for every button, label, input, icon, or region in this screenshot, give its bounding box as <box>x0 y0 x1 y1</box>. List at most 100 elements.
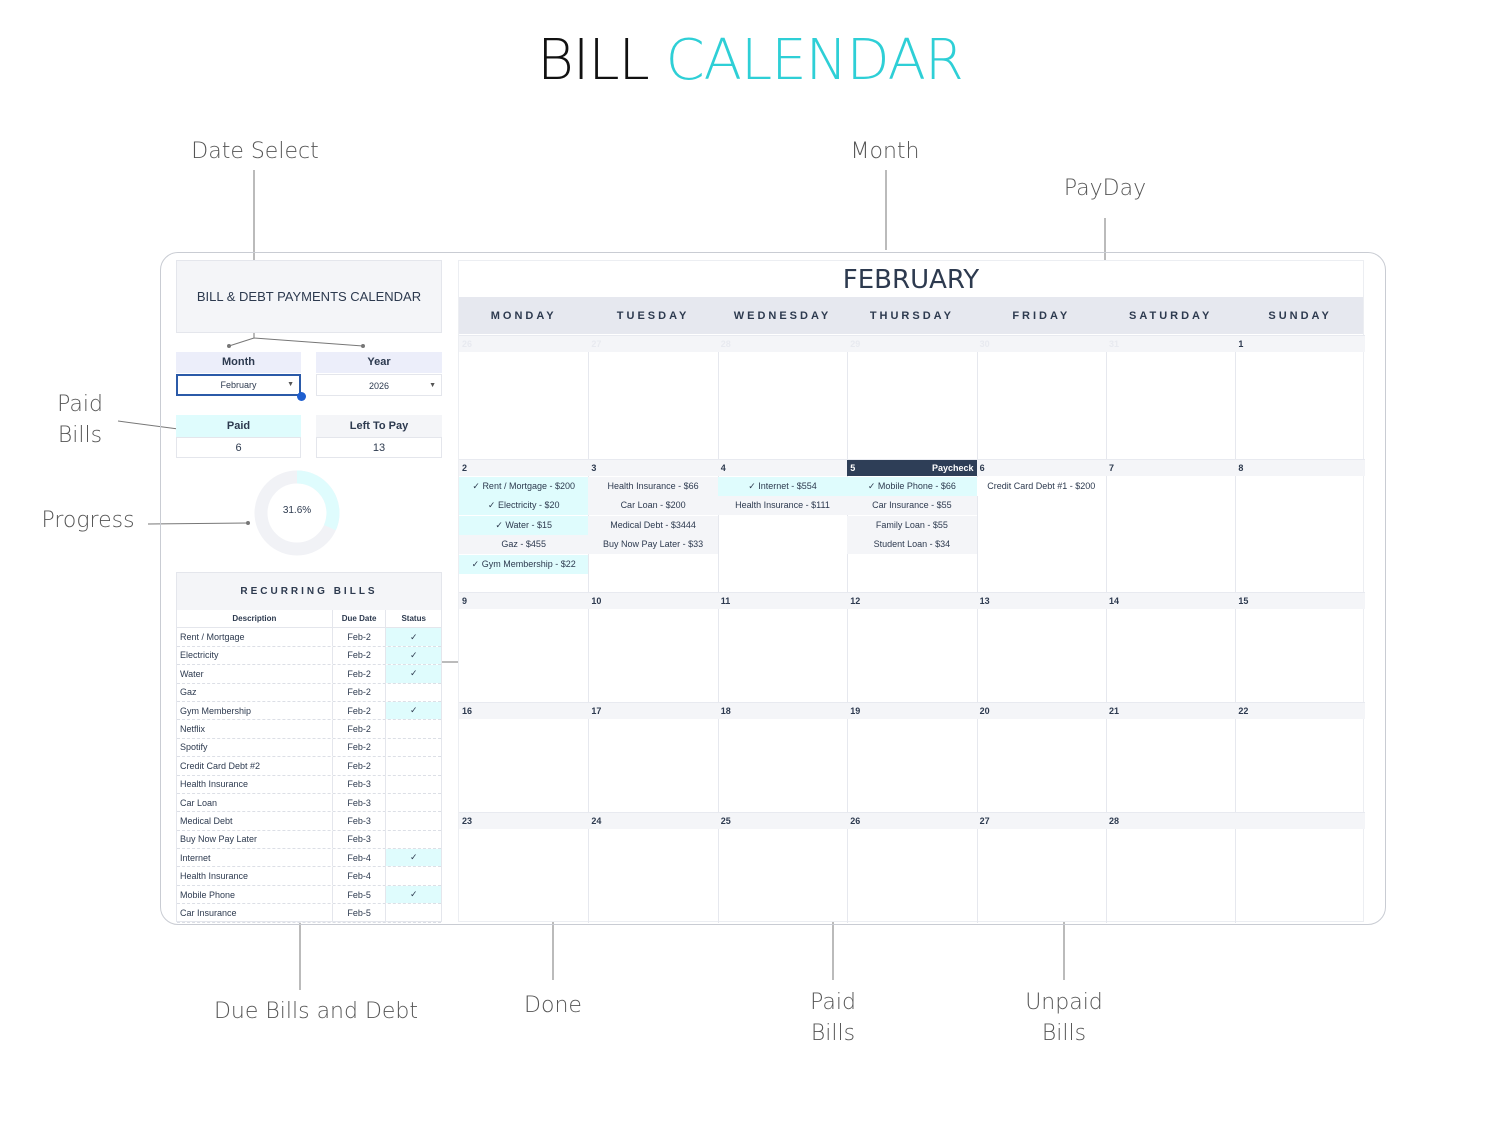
unpaid-bill[interactable]: Medical Debt - $3444 <box>588 515 718 535</box>
check-icon: ✓ <box>409 705 418 716</box>
bill-status-checkbox[interactable]: ✓ <box>386 701 441 720</box>
day-cell[interactable]: 7 <box>1106 459 1236 476</box>
bill-status-checkbox[interactable] <box>386 812 441 829</box>
paid-bill[interactable]: ✓ Gym Membership - $22 <box>459 554 589 574</box>
day-cell[interactable]: 5 Paycheck <box>847 459 977 476</box>
day-cell[interactable]: 14 <box>1106 592 1236 609</box>
day-number: 26 <box>462 339 473 349</box>
day-cell[interactable]: 22 <box>1235 702 1365 719</box>
bill-status-checkbox[interactable] <box>386 794 441 811</box>
bill-status-checkbox[interactable]: ✓ <box>386 665 441 683</box>
bill-description: Electricity <box>177 646 333 665</box>
unpaid-bill[interactable]: Car Insurance - $55 <box>847 496 977 516</box>
bill-status-checkbox[interactable]: ✓ <box>386 849 441 867</box>
day-cell[interactable]: 15 <box>1235 592 1365 609</box>
unpaid-bill[interactable]: Health Insurance - $66 <box>588 477 718 496</box>
bill-status-checkbox[interactable] <box>386 867 441 884</box>
day-cell[interactable]: 29 <box>847 335 977 352</box>
day-cell[interactable]: 10 <box>588 592 718 609</box>
day-cell[interactable]: 16 <box>459 702 589 719</box>
annotation-due-bills: Due Bills and Debt <box>213 999 419 1024</box>
day-number: 30 <box>979 339 990 349</box>
table-row: Car Insurance Feb-5 <box>177 904 441 923</box>
day-cell[interactable]: 30 <box>976 335 1106 352</box>
paid-bill[interactable]: ✓ Electricity - $20 <box>459 496 589 516</box>
table-header: Description Due Date Status <box>177 610 441 629</box>
day-cell[interactable]: 18 <box>717 702 848 719</box>
day-number: 19 <box>850 706 861 716</box>
day-cell[interactable]: 27 <box>976 812 1106 829</box>
day-number: 18 <box>720 706 731 716</box>
bill-status-checkbox[interactable] <box>386 684 441 701</box>
day-cell[interactable]: 9 <box>459 592 589 609</box>
unpaid-bill[interactable]: Student Loan - $34 <box>847 535 977 555</box>
table-row: Rent / Mortgage Feb-2 ✓ <box>177 628 441 647</box>
day-cell[interactable]: 31 <box>1106 335 1236 352</box>
bill-description: Credit Card Debt #2 <box>177 757 333 775</box>
bill-description: Car Insurance <box>177 904 333 922</box>
day-cell[interactable]: 24 <box>588 812 718 829</box>
day-cell[interactable]: 20 <box>976 702 1106 719</box>
paid-bill[interactable]: ✓ Rent / Mortgage - $200 <box>459 477 589 496</box>
bill-status-checkbox[interactable] <box>386 739 441 756</box>
bill-due-date: Feb-2 <box>333 665 387 683</box>
bill-label: Medical Debt - $3444 <box>610 519 696 530</box>
unpaid-bill[interactable]: Health Insurance - $111 <box>717 496 848 516</box>
bill-description: Internet <box>177 849 333 867</box>
day-cell[interactable]: 17 <box>588 702 718 719</box>
bill-due-date: Feb-3 <box>333 775 387 793</box>
day-cell[interactable]: 12 <box>847 592 977 609</box>
bill-label: Family Loan - $55 <box>875 519 948 530</box>
bill-status-checkbox[interactable]: ✓ <box>386 646 441 665</box>
year-select[interactable]: 2026 ▼ <box>316 374 442 396</box>
paid-bill[interactable]: ✓ Internet - $554 <box>717 477 848 496</box>
bill-status-checkbox[interactable] <box>386 904 441 921</box>
unpaid-bill[interactable]: Gaz - $455 <box>459 535 589 555</box>
unpaid-bill[interactable]: Family Loan - $55 <box>847 515 977 535</box>
bill-status-checkbox[interactable] <box>386 776 441 793</box>
month-select[interactable]: February ▼ <box>176 374 301 396</box>
day-cell[interactable]: 2 <box>459 459 589 476</box>
bill-status-checkbox[interactable] <box>386 831 441 848</box>
resize-handle[interactable] <box>297 392 306 401</box>
day-cell[interactable]: 13 <box>976 592 1106 609</box>
day-cell[interactable]: 3 <box>588 459 718 476</box>
day-number: 31 <box>1109 339 1120 349</box>
day-number: 8 <box>1238 463 1244 473</box>
day-cell[interactable]: 23 <box>459 812 589 829</box>
day-cell[interactable]: 21 <box>1106 702 1236 719</box>
day-cell[interactable]: 25 <box>717 812 848 829</box>
grid-line <box>1106 335 1107 923</box>
day-cell[interactable]: 26 <box>847 812 977 829</box>
unpaid-bill[interactable]: Credit Card Debt #1 - $200 <box>976 477 1106 496</box>
left-to-pay-count: 13 <box>316 437 442 458</box>
bill-label: Internet - $554 <box>758 481 817 491</box>
day-cell[interactable]: 8 <box>1235 459 1365 476</box>
day-number: 26 <box>850 816 861 826</box>
day-cell[interactable]: 28 <box>1106 812 1236 829</box>
bill-due-date: Feb-3 <box>333 830 387 849</box>
day-cell[interactable]: 28 <box>717 335 848 352</box>
unpaid-bill[interactable]: Buy Now Pay Later - $33 <box>588 535 718 555</box>
weekday-sunday: SUNDAY <box>1268 309 1332 322</box>
unpaid-bill[interactable]: Car Loan - $200 <box>588 496 718 516</box>
bill-status-checkbox[interactable]: ✓ <box>386 885 441 904</box>
day-cell[interactable]: 26 <box>459 335 589 352</box>
bill-status-checkbox[interactable] <box>386 720 441 737</box>
paid-count: 6 <box>176 437 301 458</box>
day-cell[interactable]: 4 <box>717 459 848 476</box>
year-label: Year <box>316 352 442 373</box>
day-cell[interactable] <box>1235 812 1365 829</box>
bill-status-checkbox[interactable]: ✓ <box>386 628 441 646</box>
bill-status-checkbox[interactable] <box>386 757 441 774</box>
bill-due-date: Feb-5 <box>333 904 387 922</box>
paid-bill[interactable]: ✓ Mobile Phone - $66 <box>847 477 977 496</box>
day-cell[interactable]: 19 <box>847 702 977 719</box>
day-cell[interactable]: 6 <box>976 459 1106 476</box>
day-cell[interactable]: 27 <box>588 335 718 352</box>
paid-bill[interactable]: ✓ Water - $15 <box>459 515 589 535</box>
day-cell[interactable]: 11 <box>717 592 848 609</box>
bill-label: Health Insurance - $111 <box>735 500 830 511</box>
day-cell[interactable]: 1 <box>1235 335 1365 352</box>
col-description: Description <box>177 610 333 628</box>
